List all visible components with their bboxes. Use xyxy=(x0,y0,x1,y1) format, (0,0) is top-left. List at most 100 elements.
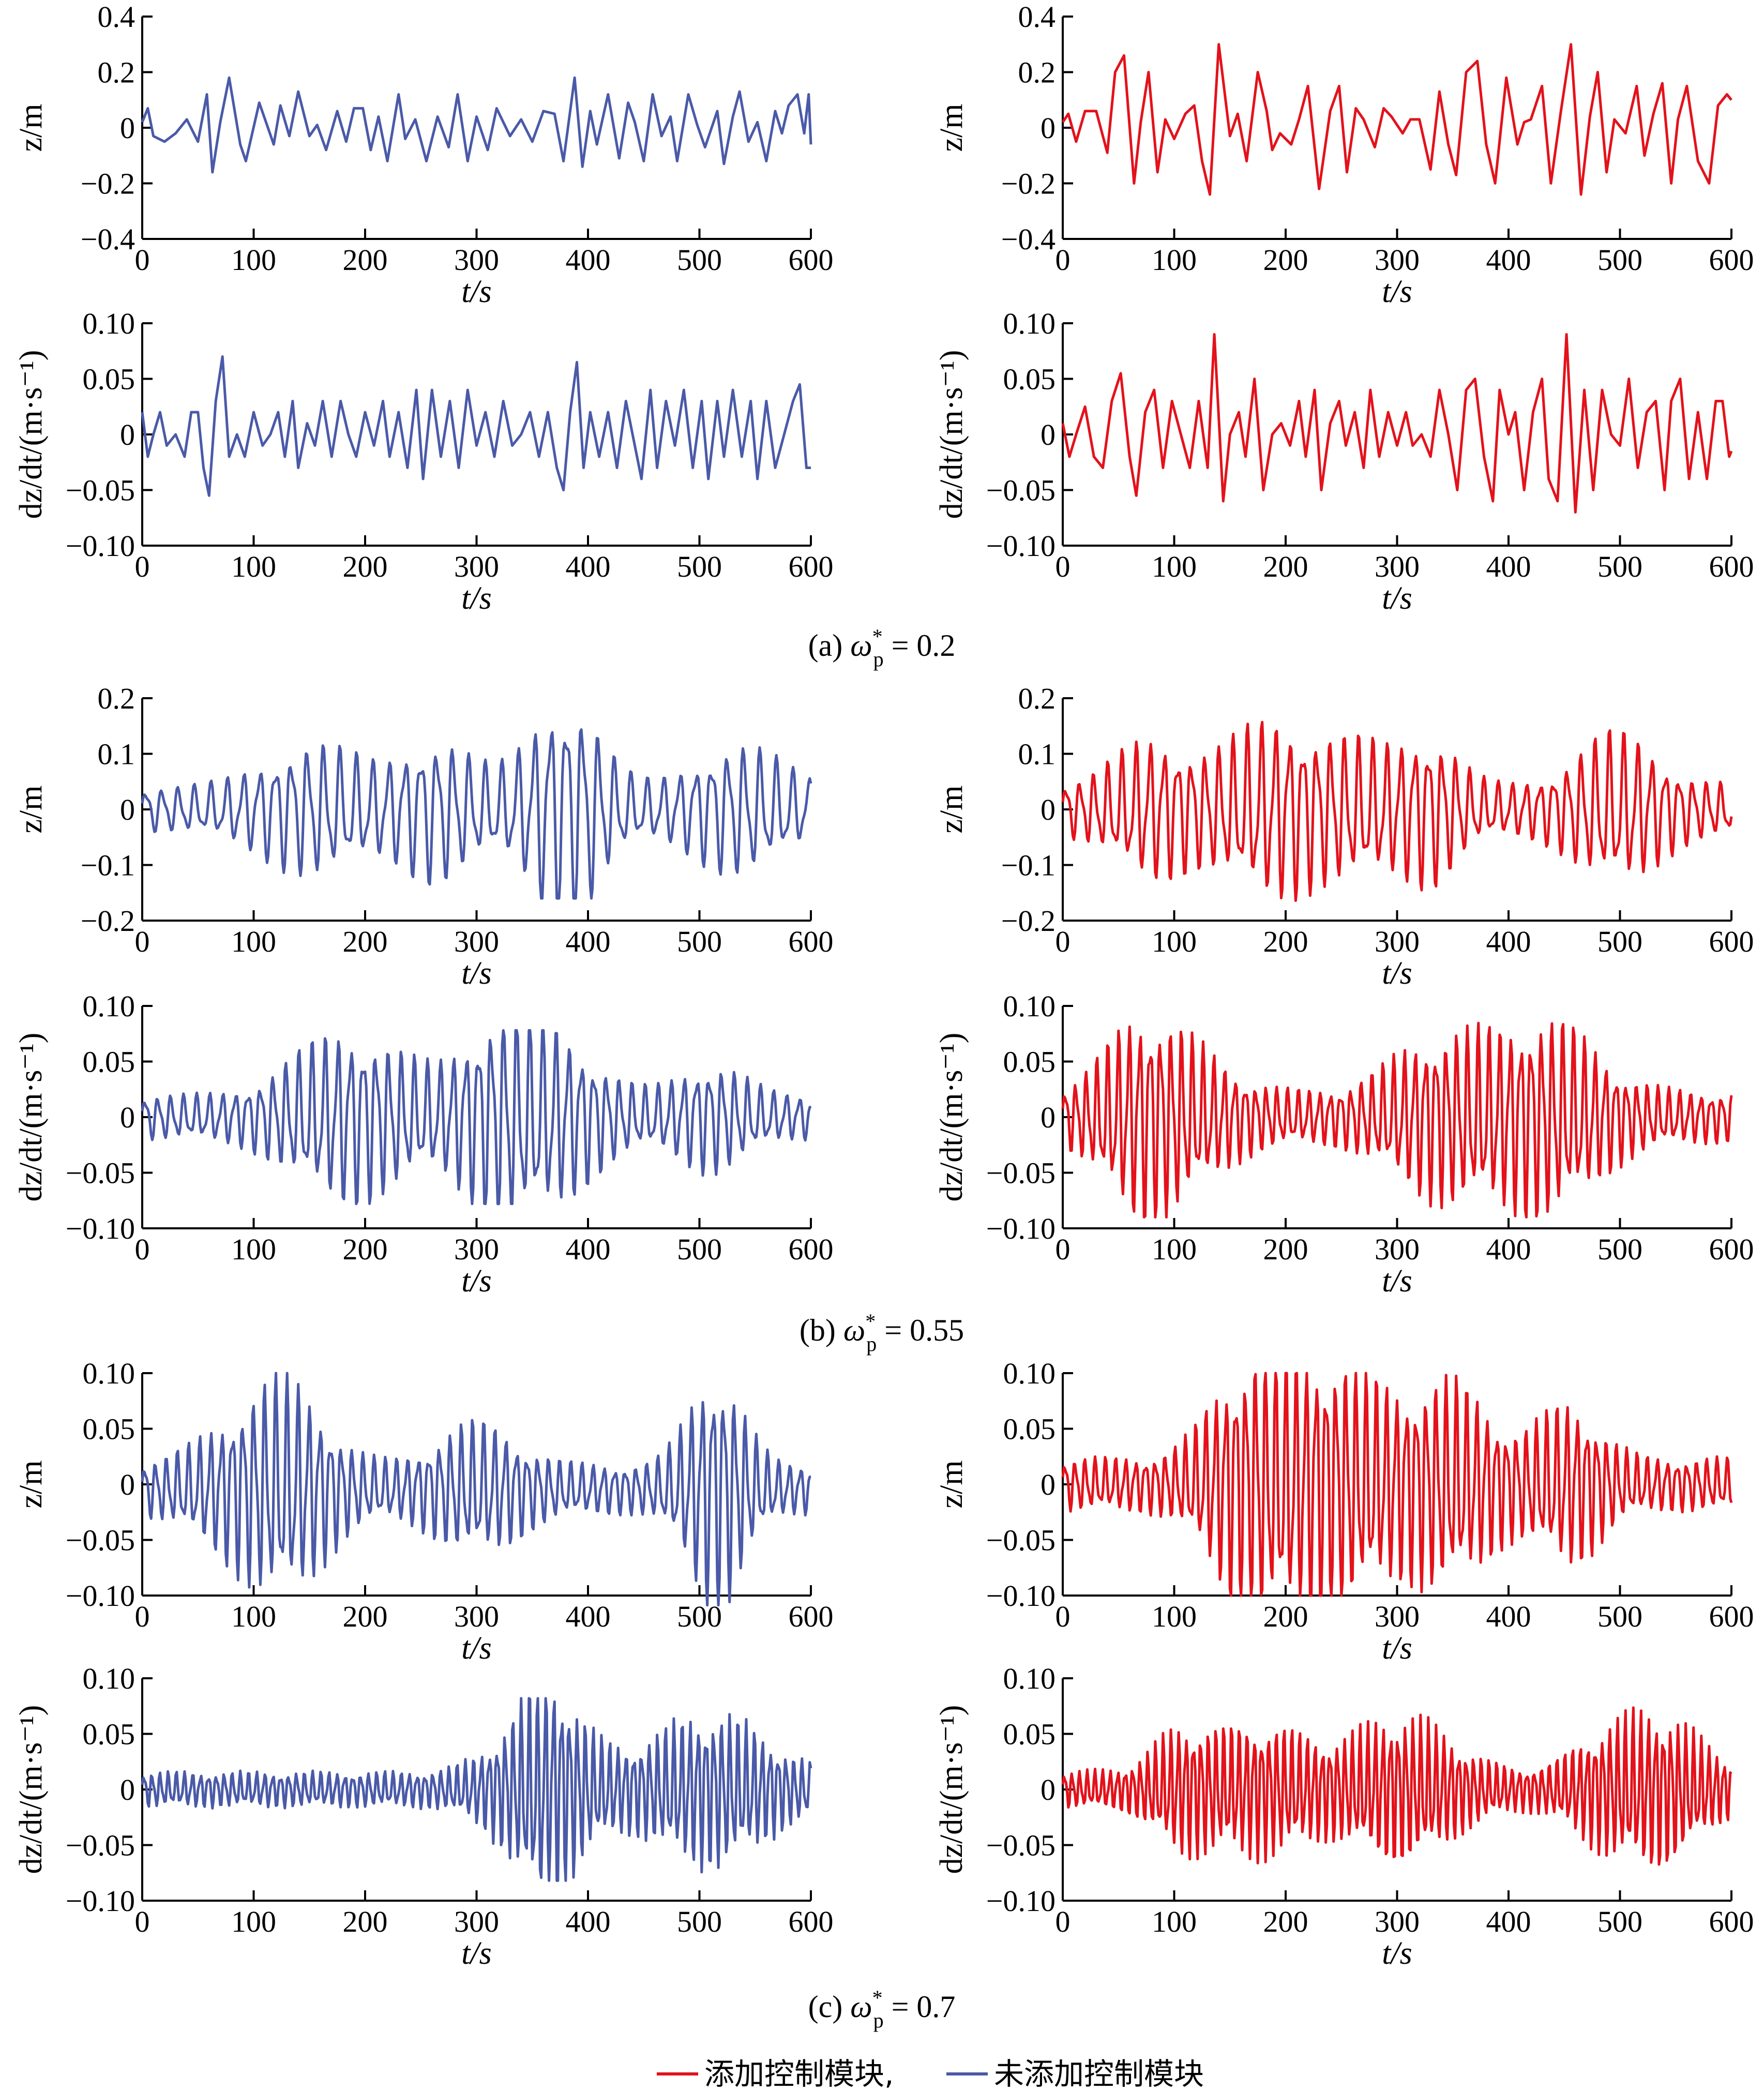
panel-r3-c1-series-line xyxy=(1061,1021,1733,1219)
panel-r4-c0-y-tick-label: 0.05 xyxy=(83,1412,135,1446)
panel-r5-c1-series-line xyxy=(1061,1706,1732,1866)
panel-r4-c0-y-tick-label: −0.10 xyxy=(66,1579,135,1613)
panel-r4-c0-y-tick-label: −0.05 xyxy=(66,1524,135,1557)
panel-r0-c1-x-tick-label: 500 xyxy=(1597,243,1642,277)
panel-r1-c1: 0.100.050−0.05−0.100 100 200 300 400 500 600t/… xyxy=(934,307,1754,616)
panel-r1-c0-y-tick-label: 0 xyxy=(120,418,135,452)
panel-r1-c0-x-axis-label: t/s xyxy=(461,581,492,616)
panel-r3-c1-y-tick-label: 0 xyxy=(1041,1101,1056,1134)
panel-r4-c0-y-axis-label: z/m xyxy=(13,1461,49,1509)
panel-r2-c1-y-tick-label: −0.2 xyxy=(1001,904,1056,938)
panel-r1-c0-x-tick-label: 0 xyxy=(135,550,150,583)
caption-text: (a) ω* p = 0.2 xyxy=(808,625,956,671)
panel-r2-c1-x-tick-label: 0 xyxy=(1056,925,1071,958)
legend-label-with-control: 添加控制模块, xyxy=(704,2056,894,2091)
panel-r3-c1-x-tick-label: 0 xyxy=(1056,1232,1071,1266)
panel-r5-c1-y-axis-label: dz/dt/(m·s⁻¹) xyxy=(934,1705,969,1874)
panel-r3-c1-x-axis-label: t/s xyxy=(1382,1263,1412,1299)
panel-r5-c0-x-tick-label: 500 xyxy=(677,1905,722,1938)
panel-r3-c0-x-axis-label: t/s xyxy=(461,1263,492,1299)
panel-r4-c1-y-tick-label: −0.10 xyxy=(986,1579,1056,1613)
panel-r0-c1-y-tick-label: 0.4 xyxy=(1018,0,1056,34)
panel-r1-c1-x-tick-label: 0 xyxy=(1056,550,1071,583)
panel-r1-c1-x-tick-label: 300 xyxy=(1375,550,1420,583)
panel-r5-c1-y-tick-label: 0.10 xyxy=(1003,1662,1056,1695)
panel-r5-c1-x-tick-label: 100 xyxy=(1152,1905,1197,1938)
panel-r1-c0-x-tick-label: 200 xyxy=(343,550,388,583)
panel-r1-c0-x-tick-label: 300 xyxy=(454,550,499,583)
caption-1: (b) ω* p = 0.55 xyxy=(800,1310,964,1356)
panel-r0-c1-y-tick-label: −0.2 xyxy=(1001,167,1056,201)
panel-r0-c1-x-tick-label: 0 xyxy=(1056,243,1071,277)
panel-r2-c1-x-tick-label: 400 xyxy=(1486,925,1531,958)
panel-r0-c1-x-tick-label: 600 xyxy=(1709,243,1754,277)
panel-r1-c1-y-tick-label: 0.10 xyxy=(1003,307,1056,340)
panel-r5-c0-y-tick-label: −0.10 xyxy=(66,1884,135,1918)
panel-r3-c1-x-tick-label: 600 xyxy=(1709,1232,1754,1266)
panel-r0-c0-series-line xyxy=(141,76,812,174)
panel-r2-c1-x-tick-label: 500 xyxy=(1597,925,1642,958)
panel-r1-c0-x-tick-label: 600 xyxy=(789,550,834,583)
panel-r3-c1-y-tick-label: −0.10 xyxy=(986,1212,1056,1245)
panel-r2-c0-series-line xyxy=(141,728,812,900)
caption-2: (c) ω* p = 0.7 xyxy=(808,1986,956,2032)
panel-r3-c1-x-tick-label: 300 xyxy=(1375,1232,1420,1266)
panel-r1-c1-x-axis-label: t/s xyxy=(1382,581,1412,616)
caption-0: (a) ω* p = 0.2 xyxy=(808,625,956,671)
panel-r1-c1-x-tick-label: 400 xyxy=(1486,550,1531,583)
panel-r5-c0-y-axis-label: dz/dt/(m·s⁻¹) xyxy=(13,1705,49,1874)
panel-r0-c0-y-tick-label: 0.4 xyxy=(98,0,135,34)
panel-r2-c0-x-tick-label: 100 xyxy=(231,925,276,958)
panel-r1-c1-x-tick-label: 200 xyxy=(1263,550,1308,583)
panel-r2-c0-y-tick-label: 0 xyxy=(120,793,135,826)
panel-r1-c0-x-tick-label: 500 xyxy=(677,550,722,583)
panel-r4-c0-x-tick-label: 300 xyxy=(454,1600,499,1633)
captions: (a) ω* p = 0.2 (b) ω* p = 0.55 (c) ω* p = 0.7 xyxy=(800,625,964,2032)
panel-r3-c1-y-tick-label: −0.05 xyxy=(986,1156,1056,1190)
panel-r2-c1-y-tick-label: 0 xyxy=(1041,793,1056,826)
panel-r1-c0-y-tick-label: −0.05 xyxy=(66,474,135,507)
panel-r0-c0-x-tick-label: 200 xyxy=(343,243,388,277)
panel-r4-c1-x-tick-label: 600 xyxy=(1709,1600,1754,1633)
panel-r2-c1-x-tick-label: 600 xyxy=(1709,925,1754,958)
panel-r5-c0-x-tick-label: 100 xyxy=(231,1905,276,1938)
panel-r0-c0-x-tick-label: 100 xyxy=(231,243,276,277)
panel-r2-c1-x-tick-label: 200 xyxy=(1263,925,1308,958)
panel-r2-c1-x-tick-label: 300 xyxy=(1375,925,1420,958)
panel-r1-c1-y-axis-label: dz/dt/(m·s⁻¹) xyxy=(934,350,969,519)
caption-text: (c) ω* p = 0.7 xyxy=(808,1986,956,2032)
panel-r0-c1-x-axis-label: t/s xyxy=(1382,274,1412,309)
panel-r3-c1-y-tick-label: 0.10 xyxy=(1003,989,1056,1023)
panel-r4-c1-y-tick-label: −0.05 xyxy=(986,1524,1056,1557)
panel-r4-c1-y-tick-label: 0 xyxy=(1041,1468,1056,1501)
panel-r3-c0-y-tick-label: 0.05 xyxy=(83,1045,135,1079)
panel-r0-c0-x-axis-label: t/s xyxy=(461,274,492,309)
panel-r0-c0-y-tick-label: 0.2 xyxy=(98,56,135,89)
panel-r2-c0-x-tick-label: 300 xyxy=(454,925,499,958)
panel-r5-c1-x-tick-label: 0 xyxy=(1056,1905,1071,1938)
panel-r2-c0-y-tick-label: 0.1 xyxy=(98,738,135,771)
panel-r3-c1-x-tick-label: 500 xyxy=(1597,1232,1642,1266)
panel-r4-c0-x-tick-label: 0 xyxy=(135,1600,150,1633)
panel-r3-c1-x-tick-label: 200 xyxy=(1263,1232,1308,1266)
panel-r4-c1-x-tick-label: 100 xyxy=(1152,1600,1197,1633)
panel-r3-c0-y-tick-label: 0 xyxy=(120,1101,135,1134)
panel-r3-c0-series-line xyxy=(141,1029,812,1206)
panel-r4-c1-series-line xyxy=(1061,1372,1733,1597)
panel-r3-c0-x-tick-label: 300 xyxy=(454,1232,499,1266)
panel-r4-c1: 0.100.050−0.05−0.100 100 200 300 400 500 600t/… xyxy=(934,1357,1754,1666)
panel-r1-c1-x-tick-label: 100 xyxy=(1152,550,1197,583)
panel-r5-c1-y-tick-label: −0.10 xyxy=(986,1884,1056,1918)
panel-r4-c0-y-tick-label: 0 xyxy=(120,1468,135,1501)
panel-r2-c0-x-tick-label: 400 xyxy=(566,925,611,958)
panel-r2-c1-series-line xyxy=(1061,720,1733,902)
panel-r0-c0-x-tick-label: 300 xyxy=(454,243,499,277)
panel-r0-c1-x-tick-label: 400 xyxy=(1486,243,1531,277)
panel-r5-c0-x-tick-label: 200 xyxy=(343,1905,388,1938)
panel-r0-c0-y-tick-label: −0.2 xyxy=(81,167,135,201)
panel-r0-c1-x-tick-label: 300 xyxy=(1375,243,1420,277)
panel-r4-c0: 0.100.050−0.05−0.100 100 200 300 400 500 600t/… xyxy=(13,1357,834,1666)
panel-r1-c1-y-tick-label: −0.05 xyxy=(986,474,1056,507)
panel-r2-c1-x-axis-label: t/s xyxy=(1382,956,1412,991)
